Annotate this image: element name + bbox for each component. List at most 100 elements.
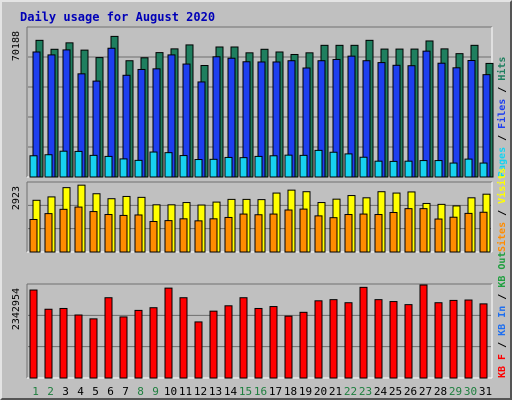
bar-sites [29,218,38,253]
x-tick-label: 3 [62,385,69,398]
bar-files [482,74,491,178]
x-tick-label: 2 [47,385,54,398]
legend-entry: / [497,135,508,147]
bar-kb-f [284,315,293,379]
bar-pages [434,160,443,178]
legend-entry: / [497,87,508,99]
bar-pages [464,158,473,178]
x-tick-label: 12 [194,385,207,398]
bar-pages [44,154,53,178]
bar-pages [419,160,428,178]
bar-pages [239,157,248,178]
x-tick-label: 10 [164,385,177,398]
bar-kb-f [119,316,128,379]
legend-entry: Visits [496,168,508,210]
y-max-label: 70188 [11,31,22,61]
bar-pages [74,150,83,178]
bar-pages [134,159,143,178]
bar-sites [164,220,173,253]
bar-kb-f [464,299,473,379]
legend-entry: KB F [497,354,508,378]
bar-sites [104,214,113,253]
bar-kb-f [194,321,203,379]
x-tick-label: 13 [209,385,222,398]
bar-kb-f [179,297,188,379]
bar-sites [59,208,68,253]
bar-kb-f [449,299,458,379]
bar-kb-f [59,307,68,379]
bar-kb-f [299,311,308,379]
chart-title: Daily usage for August 2020 [20,10,215,24]
bar-sites [464,212,473,253]
x-tick-label: 9 [152,385,159,398]
legend-entry: KB Out [497,252,508,294]
bar-kb-f [74,314,83,379]
bar-pages [149,151,158,178]
bar-pages [269,155,278,178]
bar-files [452,67,461,178]
x-tick-label: 19 [299,385,312,398]
bar-sites [314,215,323,253]
bar-pages [344,153,353,178]
bar-kb-f [209,310,218,379]
legend-entry: Hits [496,57,508,87]
bar-pages [284,154,293,178]
x-tick-label: 21 [329,385,342,398]
bar-sites [209,218,218,253]
bar-files [407,65,416,178]
x-tick-label: 4 [77,385,84,398]
bar-pages [104,155,113,178]
bar-pages [329,151,338,178]
x-tick-label: 28 [434,385,447,398]
bar-kb-f [149,307,158,379]
bar-pages [404,160,413,178]
bar-sites [419,208,428,253]
bar-sites [434,218,443,253]
legend-entry: / [497,294,508,306]
bar-kb-f [479,303,488,379]
bar-sites [254,214,263,253]
x-tick-label: 26 [404,385,417,398]
legend-entry: Sites [496,222,508,252]
x-tick-label: 14 [224,385,238,398]
bar-sites [284,209,293,253]
bar-sites [74,206,83,253]
x-tick-label: 18 [284,385,297,398]
bar-sites [119,214,128,253]
x-tick-label: 1 [32,385,39,398]
bar-pages [449,162,458,178]
bar-sites [239,213,248,253]
bar-sites [134,214,143,253]
bar-sites [389,211,398,253]
bar-kb-f [314,300,323,379]
x-tick-label: 22 [344,385,357,398]
bar-files [437,62,446,178]
x-tick-label: 25 [389,385,402,398]
bar-pages [224,156,233,178]
bar-sites [359,213,368,253]
legend-visits-sites: Sites / Visits [496,168,508,252]
x-tick-label: 17 [269,385,282,398]
bar-sites [179,218,188,253]
x-tick-label: 31 [479,385,492,398]
legend-entry: Files [496,99,508,135]
bar-kb-f [269,306,278,379]
bar-kb-f [239,297,248,379]
bar-pages [479,162,488,178]
bar-kb-f [254,307,263,379]
legend-entry: / [497,342,508,354]
bar-pages [389,160,398,178]
legend-entry: / [497,210,508,222]
bar-pages [119,158,128,178]
bar-kb-f [164,287,173,379]
bar-sites [194,220,203,253]
bar-files [377,62,386,178]
x-tick-label: 8 [137,385,144,398]
x-tick-label: 24 [374,385,388,398]
bar-pages [29,155,38,178]
bar-kb-f [389,301,398,379]
legend-entry: KB In [497,306,508,342]
bar-pages [59,150,68,178]
